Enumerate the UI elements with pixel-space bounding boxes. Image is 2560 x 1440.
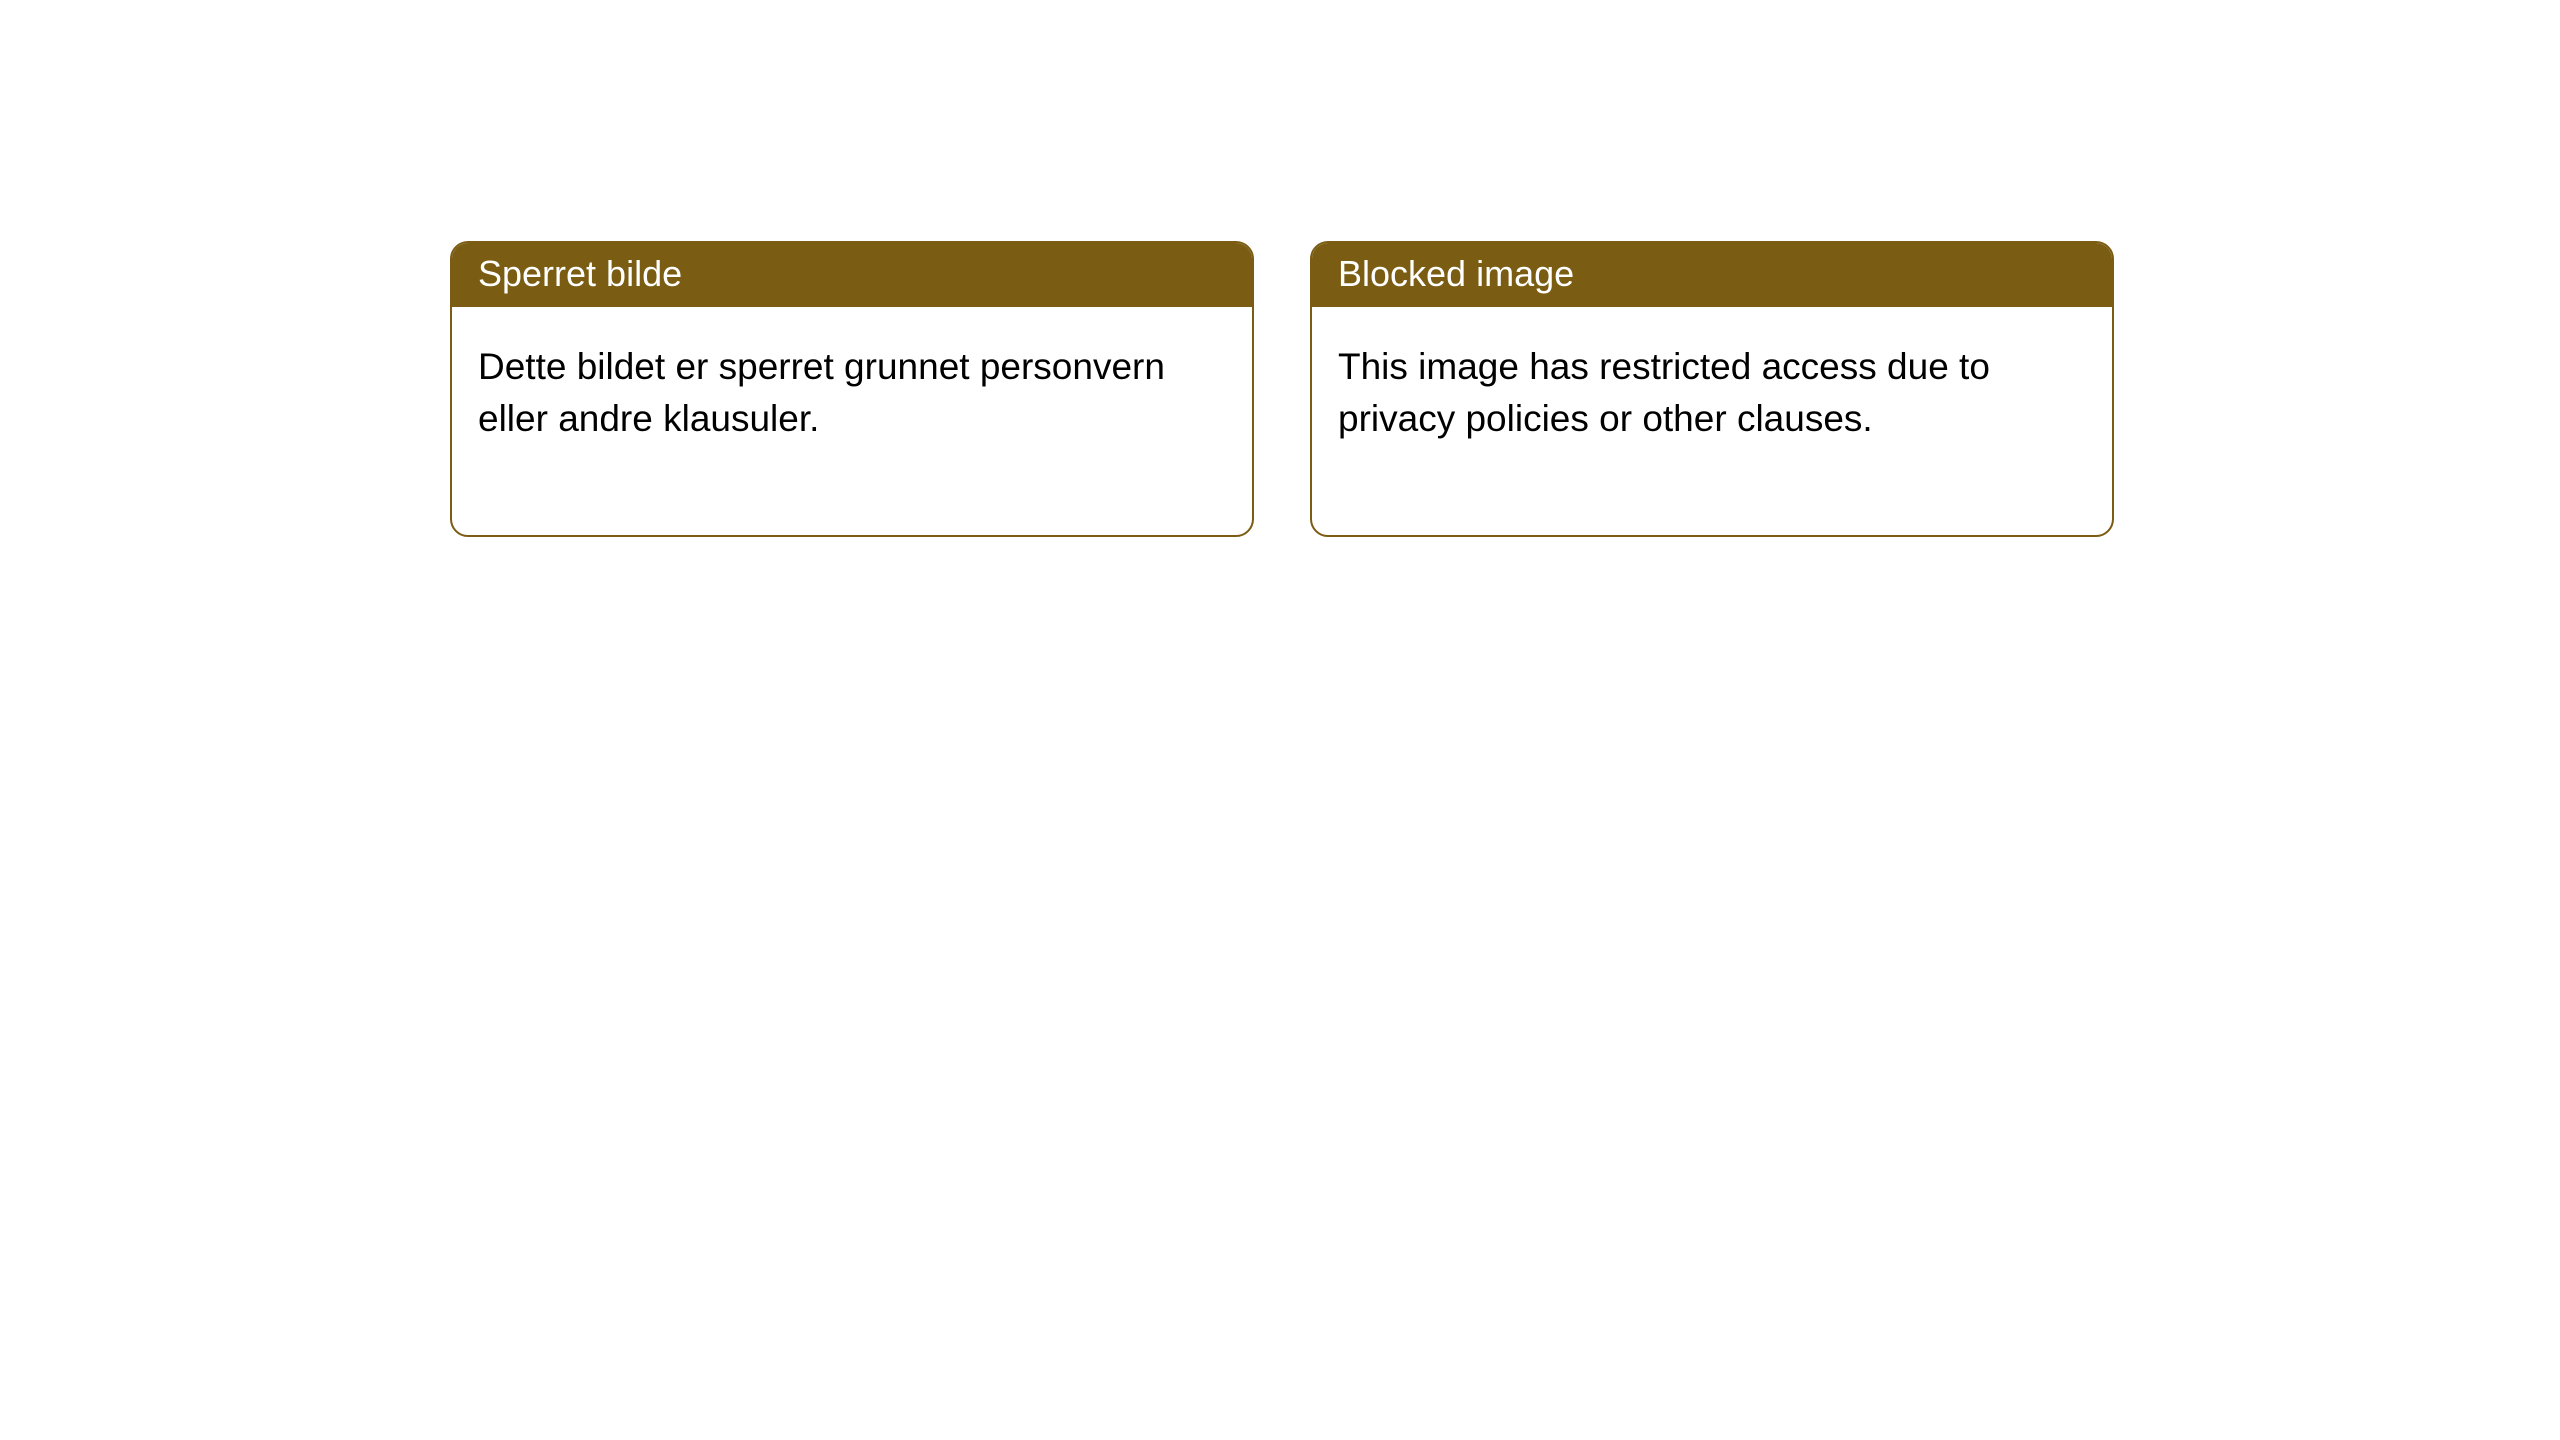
notice-header: Sperret bilde xyxy=(452,243,1252,307)
notice-container: Sperret bilde Dette bildet er sperret gr… xyxy=(0,0,2560,537)
notice-card-english: Blocked image This image has restricted … xyxy=(1310,241,2114,537)
notice-body: This image has restricted access due to … xyxy=(1312,307,2112,535)
notice-card-norwegian: Sperret bilde Dette bildet er sperret gr… xyxy=(450,241,1254,537)
notice-body: Dette bildet er sperret grunnet personve… xyxy=(452,307,1252,535)
notice-header: Blocked image xyxy=(1312,243,2112,307)
